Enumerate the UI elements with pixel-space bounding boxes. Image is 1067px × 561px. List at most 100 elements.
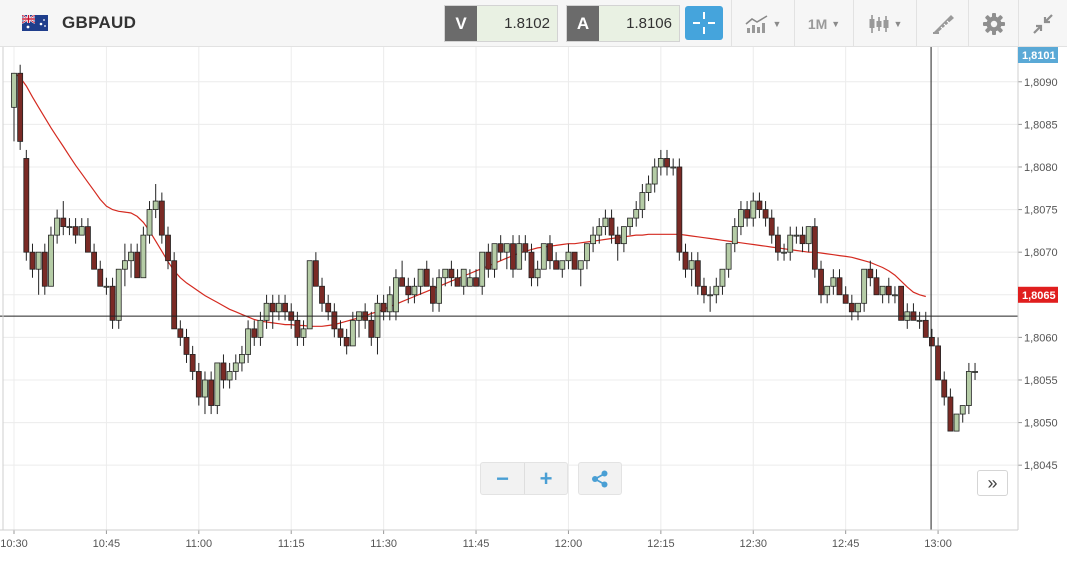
candle (306, 260, 313, 330)
candle-body-bull (830, 277, 837, 287)
candle (836, 269, 843, 296)
candle (202, 371, 208, 415)
indicators-button[interactable]: ▼ (853, 0, 916, 47)
candle-body-bull (738, 209, 744, 228)
candle-body-bull (959, 405, 966, 415)
candle-body-bull (411, 285, 418, 296)
candle-body-bull (300, 328, 307, 338)
ask-quote-button[interactable]: A 1.8106 (566, 5, 680, 42)
moving-average-layer (13, 72, 926, 327)
candle-body-bull (590, 234, 596, 245)
y-tick-label: 1,8075 (1024, 205, 1058, 217)
candle-body-bull (491, 243, 498, 270)
candle-body-bear (251, 328, 258, 338)
candle-body-bear (17, 72, 24, 142)
candle-body-bear (189, 354, 196, 372)
candle (885, 277, 892, 304)
ma-value-tag-text: 1,8065 (1022, 290, 1056, 302)
candle (775, 226, 781, 261)
timeframe-button[interactable]: 1M ▼ (794, 0, 853, 47)
candle-body-bull (257, 319, 264, 338)
price-chart[interactable]: 1,8045 1,8050 1,8055 1,8060 1,8065 1,8070 1,80… (0, 47, 1067, 561)
settings-button[interactable] (968, 0, 1018, 47)
candle (781, 243, 787, 261)
candle-body-bear (873, 277, 880, 296)
x-tick-label: 10:30 (0, 538, 28, 550)
candle-body-bull (245, 328, 251, 355)
candle-body-bull (140, 234, 147, 279)
candle-body-bull (276, 302, 282, 313)
candle (485, 243, 492, 278)
candle-body-bear (799, 234, 806, 245)
candle-body-bear (312, 260, 319, 287)
candle (337, 320, 344, 346)
candle (473, 269, 479, 287)
candle-body-bear (922, 319, 929, 338)
candle (349, 311, 356, 347)
collapse-button[interactable] (1018, 0, 1067, 47)
candle-body-bear (885, 285, 892, 296)
candle-body-bull (479, 251, 486, 287)
candle-body-bull (584, 243, 590, 262)
candle (245, 320, 251, 363)
drawing-tools-button[interactable] (916, 0, 968, 47)
candle-body-bear (485, 251, 492, 270)
candle (811, 218, 818, 278)
candle (85, 218, 91, 253)
candle (916, 311, 923, 329)
candle-body-bull (349, 319, 356, 347)
candle-body-bull (503, 243, 510, 253)
bid-quote-button[interactable]: V 1.8102 (444, 5, 558, 42)
zoom-out-button[interactable]: − (496, 465, 509, 491)
candle-body-bull (121, 260, 128, 270)
candle (645, 175, 652, 202)
candle-body-bull (48, 234, 54, 287)
candle (411, 277, 418, 304)
candle-body-bull (128, 251, 134, 262)
crosshair-button[interactable] (685, 6, 723, 40)
candle (972, 362, 978, 380)
x-tick-label: 12:45 (832, 538, 860, 550)
candle (596, 218, 603, 244)
candle (442, 268, 449, 287)
chart-type-button[interactable]: ▼ (731, 0, 794, 47)
candle (861, 268, 868, 312)
candle-body-bull (596, 226, 603, 236)
candle-body-bull (670, 166, 677, 169)
candle-body-bear (935, 345, 941, 381)
candle-body-bear (947, 396, 954, 432)
candle (522, 235, 529, 261)
candle (417, 268, 424, 295)
x-tick-label: 12:30 (739, 538, 767, 550)
candle-body-bear (134, 251, 141, 279)
candle (165, 226, 171, 270)
candle-body-bull (565, 251, 572, 262)
candle-body-bear (319, 285, 325, 304)
share-button[interactable] (578, 462, 622, 495)
candle-body-bull (66, 226, 73, 229)
scroll-to-latest-button[interactable]: » (977, 470, 1008, 496)
ma-value-tag: 1,8065 (1018, 286, 1058, 303)
candle-body-bull (516, 243, 523, 270)
candle (608, 209, 615, 244)
candle-body-bull (651, 166, 658, 185)
candle-body-bear (183, 336, 190, 355)
candle (226, 362, 233, 389)
candle (177, 320, 184, 346)
candle-body-bear (867, 268, 874, 279)
candle (220, 354, 227, 389)
candle (824, 285, 831, 304)
candle (701, 277, 707, 304)
candle (189, 345, 196, 380)
candle-body-bear (282, 302, 288, 313)
candle-body-bear (343, 336, 350, 347)
candle-body-bear (269, 302, 276, 313)
candle (386, 286, 393, 321)
candle (399, 260, 406, 287)
candle-body-bull (602, 217, 609, 228)
zoom-in-button[interactable]: + (524, 463, 567, 494)
candle-body-bull (374, 302, 381, 338)
candlestick-icon (869, 14, 889, 33)
y-tick-label: 1,8045 (1024, 460, 1058, 472)
x-tick-label: 11:45 (463, 538, 490, 550)
